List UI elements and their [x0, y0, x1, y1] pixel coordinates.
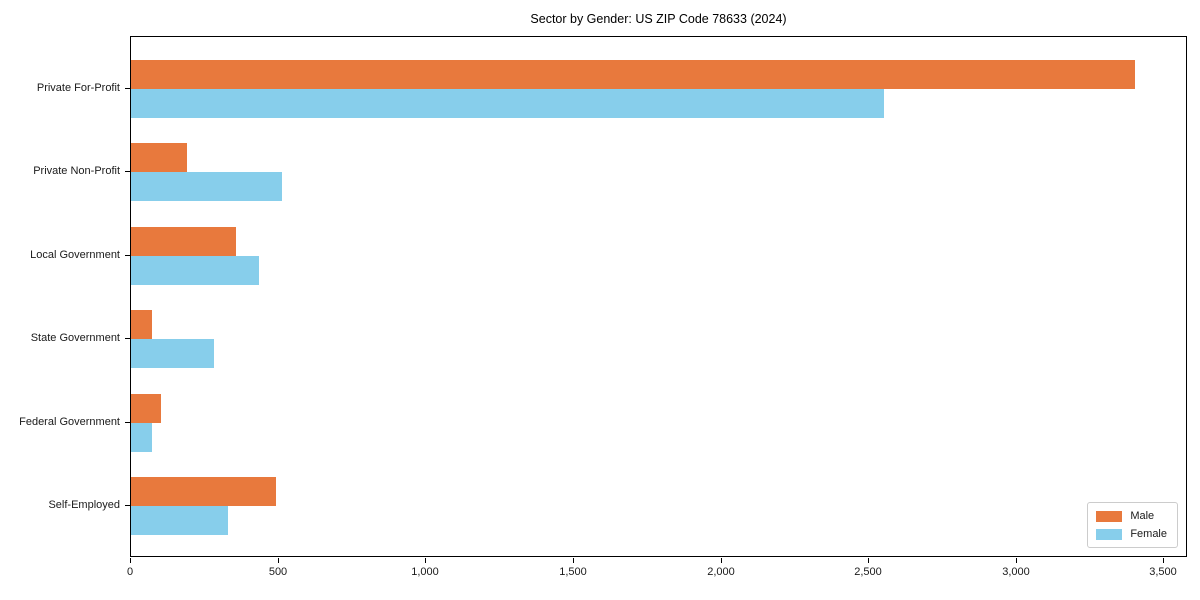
bar-female-6	[131, 506, 228, 535]
bar-male-2	[131, 143, 187, 172]
bar-male-4	[131, 310, 152, 339]
legend: Male Female	[1087, 502, 1178, 548]
x-tick-mark	[868, 558, 869, 563]
y-axis-label: Private For-Profit	[36, 82, 120, 94]
legend-entry-female: Female	[1096, 528, 1167, 540]
bar-female-2	[131, 172, 282, 201]
x-axis-label: 0	[126, 566, 134, 578]
y-tick-mark	[125, 505, 130, 506]
bar-male-6	[131, 477, 276, 506]
y-axis-label: Private Non-Profit	[33, 165, 120, 177]
x-tick-mark	[721, 558, 722, 563]
x-axis-label: 2,000	[707, 566, 735, 578]
bar-female-5	[131, 423, 152, 452]
x-tick-mark	[1163, 558, 1164, 563]
y-tick-mark	[125, 338, 130, 339]
x-tick-mark	[425, 558, 426, 563]
y-tick-mark	[125, 422, 130, 423]
legend-label-female: Female	[1130, 528, 1167, 540]
y-axis-label: Local Government	[30, 249, 120, 261]
x-axis-label: 1,500	[559, 566, 587, 578]
bar-male-5	[131, 394, 161, 423]
x-tick-mark	[130, 558, 131, 563]
plot-area: Male Female	[130, 36, 1187, 557]
y-tick-mark	[125, 255, 130, 256]
x-tick-mark	[573, 558, 574, 563]
legend-label-male: Male	[1130, 510, 1155, 522]
x-axis-label: 1,000	[411, 566, 439, 578]
x-axis-label: 3,500	[1149, 566, 1177, 578]
bar-female-1	[131, 89, 884, 118]
x-axis-label: 2,500	[854, 566, 882, 578]
legend-swatch-female	[1096, 528, 1123, 540]
y-tick-mark	[125, 88, 130, 89]
x-axis-label: 500	[268, 566, 288, 578]
bar-male-1	[131, 60, 1135, 89]
x-tick-mark	[1016, 558, 1017, 563]
x-tick-mark	[278, 558, 279, 563]
bar-female-3	[131, 256, 259, 285]
legend-entry-male: Male	[1096, 510, 1167, 522]
y-tick-mark	[125, 171, 130, 172]
legend-swatch-male	[1096, 510, 1123, 522]
y-axis-label: Self-Employed	[48, 499, 120, 511]
y-axis-label: State Government	[30, 332, 120, 344]
y-axis-label: Federal Government	[19, 416, 120, 428]
chart-title: Sector by Gender: US ZIP Code 78633 (202…	[530, 12, 787, 26]
x-axis-label: 3,000	[1002, 566, 1030, 578]
bar-female-4	[131, 339, 214, 368]
bar-male-3	[131, 227, 236, 256]
